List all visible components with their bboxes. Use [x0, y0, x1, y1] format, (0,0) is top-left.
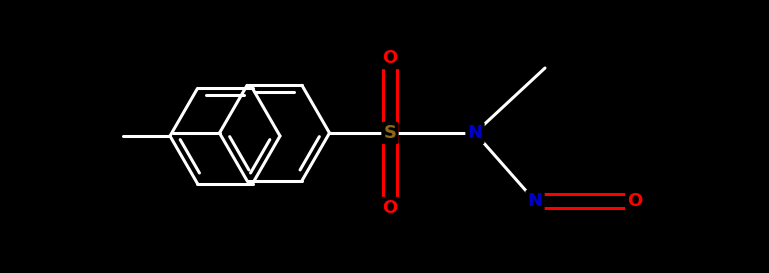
Text: O: O [382, 49, 398, 67]
Text: O: O [382, 199, 398, 217]
Text: S: S [384, 124, 397, 142]
Text: N: N [528, 192, 542, 210]
Text: N: N [468, 124, 482, 142]
Text: O: O [628, 192, 643, 210]
